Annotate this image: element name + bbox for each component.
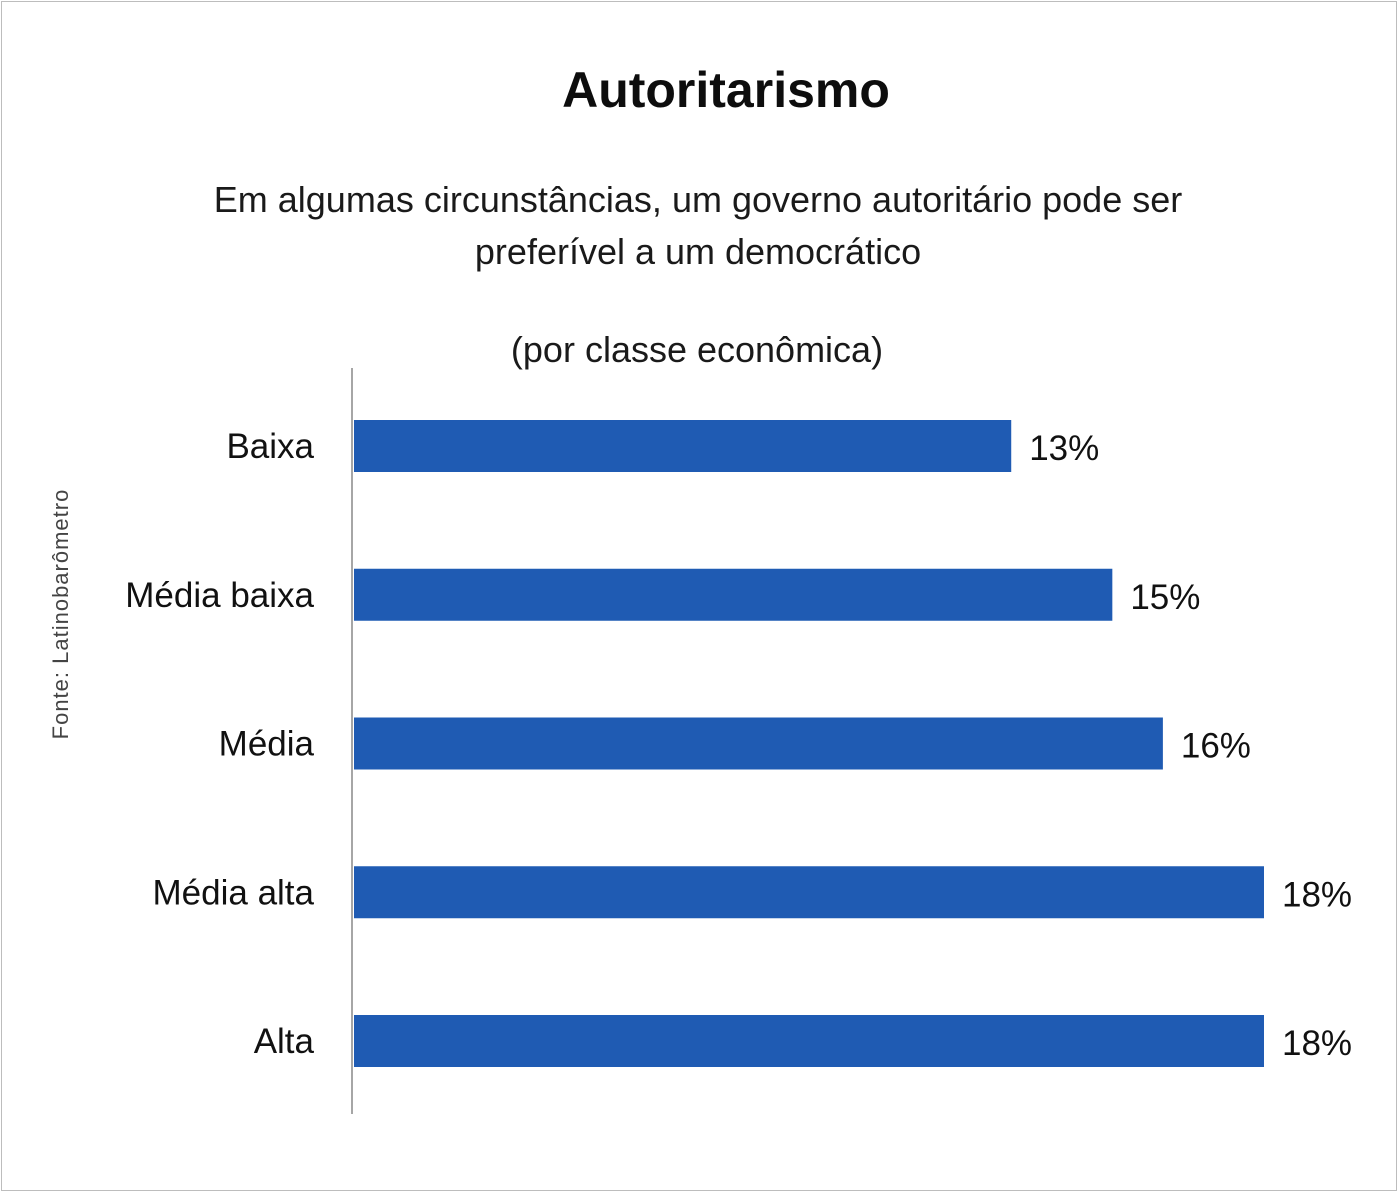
category-label: Média: [219, 725, 315, 764]
chart-subtitle: Em algumas circunstâncias, um governo au…: [213, 179, 1183, 272]
data-label: 16%: [1181, 727, 1251, 766]
data-label: 15%: [1130, 578, 1200, 617]
bar: [354, 717, 1163, 770]
data-label: 13%: [1029, 429, 1099, 468]
chart-title: Autoritarismo: [562, 62, 890, 118]
chart-note: (por classe econômica): [510, 329, 884, 370]
category-label: Média alta: [153, 873, 315, 912]
category-label: Média baixa: [125, 576, 314, 615]
bar: [354, 420, 1012, 472]
category-label: Baixa: [226, 427, 314, 466]
data-label: 18%: [1282, 875, 1352, 914]
category-label: Alta: [254, 1022, 315, 1061]
bar: [354, 866, 1264, 919]
data-label: 18%: [1282, 1024, 1352, 1063]
bar: [354, 1015, 1264, 1067]
bar: [354, 568, 1113, 621]
